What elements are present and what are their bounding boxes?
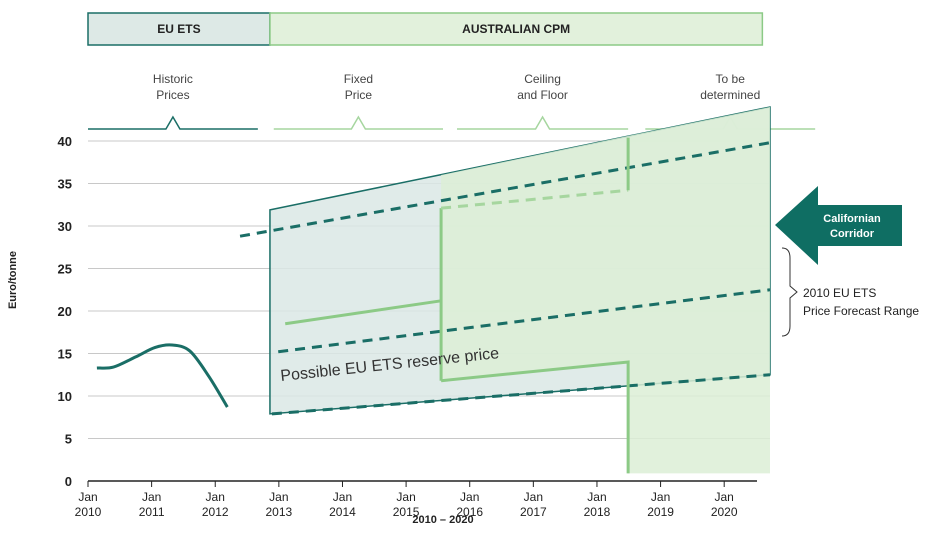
y-tick-label: 40 — [58, 134, 72, 149]
forecast-brace — [781, 247, 798, 337]
y-tick-label: 35 — [58, 177, 72, 192]
price-line — [278, 288, 771, 354]
range-area — [441, 107, 770, 474]
arrow-shape — [775, 186, 902, 265]
corridor-label: Corridor — [830, 228, 875, 240]
price-line — [285, 299, 442, 326]
y-tick-label: 30 — [58, 219, 72, 234]
price-line — [440, 188, 629, 210]
period-label: Price — [345, 88, 373, 102]
period-bracket — [456, 115, 629, 130]
period-label: Fixed — [344, 72, 373, 86]
period-label: and Floor — [517, 88, 568, 102]
y-tick-label: 25 — [58, 262, 72, 277]
header-box — [269, 12, 764, 46]
period-label: Ceiling — [524, 72, 561, 86]
y-tick-label: 20 — [58, 304, 72, 319]
x-tick-label: Jan 2018 — [584, 490, 611, 519]
x-tick-label: Jan 2013 — [266, 490, 293, 519]
x-tick-label: Jan 2019 — [647, 490, 674, 519]
y-tick-label: 0 — [65, 474, 72, 489]
period-label: Prices — [156, 88, 189, 102]
y-tick-label: 15 — [58, 347, 72, 362]
price-line — [440, 360, 630, 474]
x-tick-label: Jan 2020 — [711, 490, 738, 519]
corridor-label: Californian — [823, 213, 881, 225]
x-tick-label: Jan 2011 — [139, 490, 165, 519]
price-line — [96, 343, 229, 408]
price-line — [239, 141, 771, 238]
header-label: AUSTRALIAN CPM — [462, 22, 570, 36]
x-axis-title: 2010 – 2020 — [412, 514, 473, 526]
y-tick-label: 5 — [65, 432, 72, 447]
period-bracket — [273, 115, 443, 130]
x-tick-label: Jan 2016 — [456, 490, 483, 519]
x-tick-label: Jan 2012 — [202, 490, 229, 519]
period-label: Historic — [153, 72, 193, 86]
x-tick-label: Jan 2015 — [393, 490, 420, 519]
x-tick-label: Jan 2010 — [75, 490, 102, 519]
forecast-label: 2010 EU ETS — [803, 286, 876, 300]
y-axis-title: Euro/tonne — [7, 251, 19, 309]
price-line — [271, 373, 771, 416]
californian-arrow: Californian Corridor — [775, 186, 902, 265]
header-label: EU ETS — [157, 22, 200, 36]
x-tick-label: Jan 2014 — [329, 490, 356, 519]
period-label: determined — [700, 88, 760, 102]
period-label: To be — [716, 72, 746, 86]
y-tick-label: 10 — [58, 389, 72, 404]
forecast-label: Price Forecast Range — [803, 304, 919, 318]
x-tick-label: Jan 2017 — [520, 490, 547, 519]
period-bracket — [88, 115, 258, 130]
